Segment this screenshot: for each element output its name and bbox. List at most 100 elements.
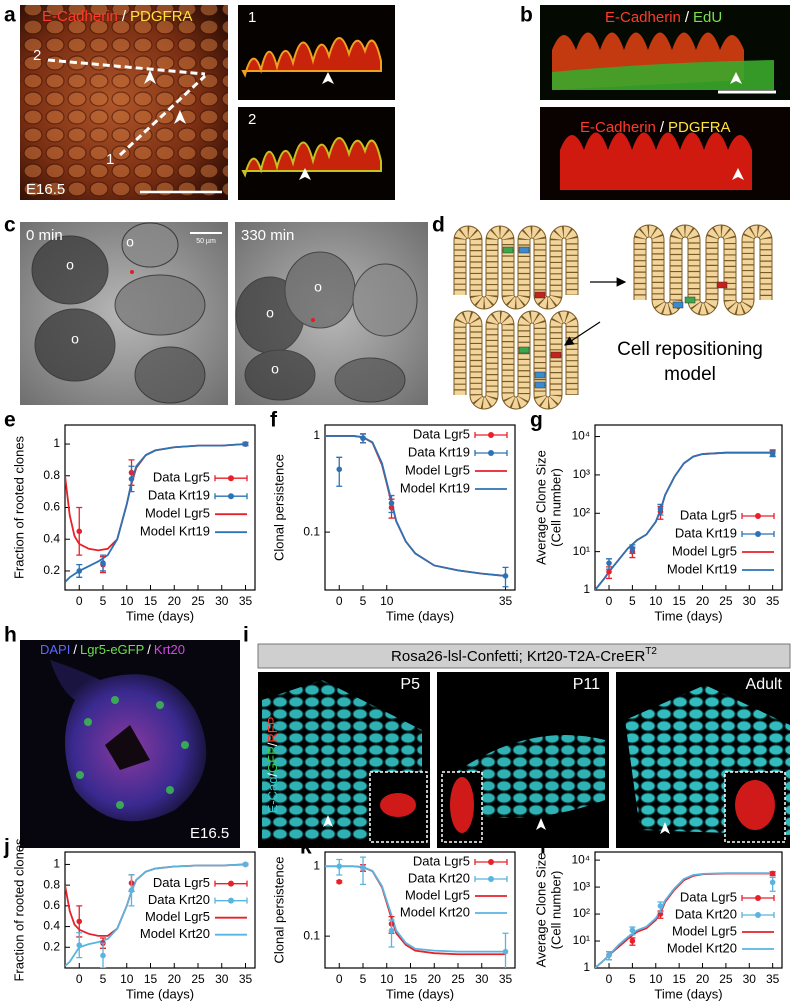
x-tick-label: 15	[144, 594, 158, 608]
legend-caps	[474, 450, 508, 456]
y-tick-label: 0.4	[43, 919, 60, 933]
lumen	[105, 725, 150, 770]
section-number: 2	[248, 111, 256, 128]
arrowhead	[322, 72, 334, 84]
legend-label: Model Krt20	[400, 904, 470, 919]
y-tick-label: 0.1	[303, 928, 320, 942]
model-line	[325, 865, 506, 953]
marked-cell	[684, 296, 696, 304]
data-point	[629, 938, 636, 944]
stain-label: E-Cadherin / PDGFRA	[580, 119, 731, 136]
markers: o o o o o o	[66, 234, 322, 377]
stain: E-Cadherin	[605, 9, 681, 26]
plot	[325, 856, 509, 968]
x-axis-label: Time (days)	[386, 986, 454, 1001]
data-point	[76, 568, 83, 574]
data-point	[76, 942, 83, 949]
panel-label: b	[520, 4, 533, 27]
x-tick-label: 10	[120, 972, 134, 986]
x-tick-label: 30	[215, 594, 229, 608]
tissue	[241, 37, 382, 78]
legend-label: Model Lgr5	[405, 462, 470, 477]
stain: E-Cadherin	[42, 8, 118, 25]
marked-cell	[534, 381, 546, 389]
data-point	[606, 952, 612, 958]
x-tick-label: 30	[743, 594, 757, 608]
stain: PDGFRA	[668, 119, 731, 136]
x-tick-label: 0	[606, 594, 613, 608]
data-point	[128, 887, 135, 894]
x-tick-label: 10	[649, 972, 663, 986]
sep: /	[265, 742, 280, 746]
legend-caps	[474, 432, 508, 438]
marker: o	[271, 361, 279, 377]
data-point	[606, 560, 612, 566]
marked-cell	[672, 301, 684, 309]
legend-label: Data Krt20	[675, 906, 737, 921]
caption: Cell repositioning	[617, 339, 763, 360]
y-axis-label: Fraction of rooted clones	[11, 838, 26, 982]
sep: /	[73, 642, 77, 657]
stain: GFP	[265, 746, 280, 773]
organoids	[235, 251, 418, 403]
error-bar	[388, 919, 395, 948]
x-tick-label: 0	[76, 972, 83, 986]
data-point	[502, 948, 509, 955]
sep: /	[122, 8, 127, 25]
y-tick-label: 0.6	[43, 500, 60, 514]
stage-label: P11	[573, 676, 600, 693]
sep: /	[265, 773, 280, 777]
x-tick-label: 15	[672, 972, 686, 986]
x-tick-label: 5	[100, 972, 107, 986]
data-point	[336, 878, 343, 885]
data-point	[100, 560, 106, 566]
error-bar	[360, 856, 366, 886]
villus-cells	[634, 225, 772, 315]
y-tick-label: 10³	[573, 467, 590, 481]
data-point	[242, 861, 249, 868]
section-line	[47, 58, 206, 76]
tissue	[560, 132, 752, 190]
marker: o	[266, 305, 274, 321]
red-cell	[130, 270, 134, 274]
x-tick-label: 25	[191, 972, 205, 986]
data-point	[242, 441, 249, 447]
villus-outline	[453, 225, 579, 310]
legend-dot	[228, 475, 234, 482]
x-axis-label: Time (days)	[126, 608, 194, 623]
red-cell	[311, 318, 315, 322]
x-tick-label: 15	[672, 594, 686, 608]
stage-label: E16.5	[190, 825, 229, 842]
x-tick-label: 25	[719, 972, 733, 986]
marked-cell	[534, 291, 546, 299]
banner-text: Rosa26-lsl-Confetti; Krt20-T2A-CreERT2	[391, 646, 657, 665]
arrowhead	[299, 168, 311, 180]
x-tick-label: 30	[215, 972, 229, 986]
panel-label: l	[540, 836, 546, 859]
plot	[595, 870, 776, 968]
plot-frame	[594, 851, 783, 969]
data-point	[769, 879, 776, 886]
legend-label: Model Lgr5	[672, 543, 737, 558]
y-tick-label: 0.2	[43, 563, 60, 577]
data-point	[76, 918, 83, 925]
stain: E-Cadherin	[580, 119, 656, 136]
x-tick-label: 5	[360, 594, 367, 608]
stain: RFP	[265, 717, 280, 743]
marked-cell	[502, 246, 514, 254]
y-tick-label: 10⁴	[571, 429, 590, 443]
x-tick-label: 5	[100, 594, 107, 608]
legend-label: Data Krt19	[675, 525, 737, 540]
y-axis-label: Clonal persistence	[271, 454, 286, 561]
x-tick-label: 5	[360, 972, 367, 986]
x-tick-label: 10	[380, 594, 394, 608]
legend-caps	[214, 880, 248, 887]
arrow	[563, 321, 601, 346]
legend-dot	[755, 513, 761, 519]
x-tick-label: 5	[629, 594, 636, 608]
marked-cell	[518, 346, 530, 354]
y-tick-label: 1	[53, 436, 60, 450]
legend-dot	[755, 531, 761, 537]
